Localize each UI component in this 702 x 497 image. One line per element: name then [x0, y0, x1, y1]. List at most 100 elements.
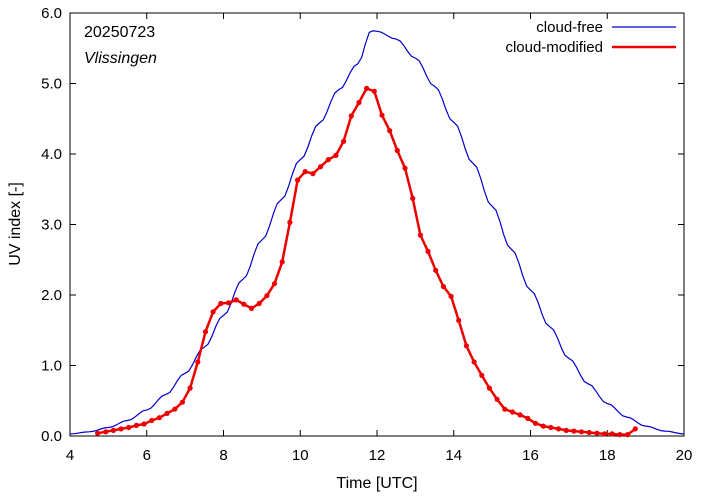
data-point-cloud-modified: [218, 300, 224, 307]
x-tick-label: 18: [599, 447, 616, 464]
data-point-cloud-modified: [532, 420, 539, 426]
data-point-cloud-modified: [625, 432, 631, 438]
x-tick-label: 4: [66, 447, 74, 464]
data-point-cloud-modified: [95, 430, 101, 436]
data-point-cloud-modified: [479, 372, 485, 378]
data-point-cloud-modified: [318, 164, 324, 170]
data-point-cloud-modified: [410, 195, 416, 201]
data-point-cloud-modified: [233, 297, 239, 303]
data-point-cloud-modified: [172, 406, 178, 412]
data-point-cloud-modified: [394, 147, 400, 154]
data-point-cloud-modified: [156, 415, 162, 421]
data-point-cloud-modified: [187, 385, 193, 391]
y-tick-label: 3.0: [41, 217, 62, 234]
data-point-cloud-modified: [356, 99, 362, 106]
data-point-cloud-modified: [486, 385, 492, 391]
legend: cloud-free cloud-modified: [505, 19, 676, 56]
data-point-cloud-modified: [325, 157, 331, 163]
series-line-cloud-modified: [97, 87, 637, 436]
data-point-cloud-modified: [103, 429, 109, 435]
data-point-cloud-modified: [440, 283, 446, 290]
series-layer: [69, 30, 685, 438]
data-point-cloud-modified: [632, 426, 638, 432]
data-point-cloud-modified: [364, 85, 370, 91]
y-tick-label: 4.0: [41, 146, 62, 163]
data-point-cloud-modified: [256, 300, 262, 307]
data-point-cloud-modified: [141, 421, 147, 427]
data-point-cloud-modified: [248, 305, 255, 311]
y-tick-label: 5.0: [41, 76, 62, 93]
data-point-cloud-modified: [225, 300, 232, 306]
data-point-cloud-modified: [179, 399, 185, 405]
data-point-cloud-modified: [379, 112, 385, 118]
data-point-cloud-modified: [195, 359, 201, 365]
series-line-cloud-free: [69, 30, 685, 435]
data-point-cloud-modified: [271, 281, 278, 287]
data-point-cloud-modified: [310, 171, 316, 177]
y-tick-label: 6.0: [41, 5, 62, 22]
data-point-cloud-modified: [463, 343, 469, 349]
data-point-cloud-modified: [502, 406, 508, 412]
plot-frame: [69, 12, 685, 437]
data-point-cloud-modified: [149, 417, 155, 424]
y-tick-label: 1.0: [41, 358, 62, 375]
data-point-cloud-modified: [494, 396, 500, 402]
data-point-cloud-modified: [586, 429, 592, 436]
data-point-cloud-modified: [133, 422, 139, 428]
data-point-cloud-modified: [525, 415, 531, 421]
data-point-cloud-modified: [348, 113, 354, 119]
data-point-cloud-modified: [387, 128, 393, 134]
x-tick-label: 8: [219, 447, 227, 464]
legend-label-cloud-modified: cloud-modified: [505, 39, 603, 56]
data-point-cloud-modified: [548, 424, 554, 431]
axis-ticks: 4 6 8 10 12 14 16 18 20 0.0 1.0 2.0 3.0 4.0 5.0 6.0: [41, 5, 692, 464]
data-point-cloud-modified: [210, 309, 216, 315]
x-tick-label: 16: [522, 447, 539, 464]
data-point-cloud-modified: [571, 428, 577, 434]
data-point-cloud-modified: [540, 423, 546, 429]
annotation-station: Vlissingen: [84, 50, 157, 67]
data-point-cloud-modified: [371, 88, 377, 94]
data-point-cloud-modified: [425, 248, 431, 254]
data-point-cloud-modified: [609, 431, 615, 437]
data-point-cloud-modified: [417, 232, 423, 238]
x-axis-title: Time [UTC]: [336, 475, 417, 492]
data-point-cloud-modified: [578, 429, 585, 435]
data-point-cloud-modified: [126, 424, 132, 431]
annotation-date: 20250723: [84, 24, 155, 41]
data-point-cloud-modified: [333, 152, 339, 158]
data-point-cloud-modified: [602, 431, 608, 437]
data-point-cloud-modified: [555, 426, 562, 432]
data-point-cloud-modified: [241, 301, 247, 307]
data-point-cloud-modified: [202, 329, 209, 335]
x-tick-label: 10: [292, 447, 309, 464]
data-point-cloud-modified: [456, 317, 462, 323]
data-point-cloud-modified: [279, 259, 285, 265]
x-tick-label: 12: [369, 447, 386, 464]
x-tick-label: 20: [676, 447, 693, 464]
y-axis-title: UV index [-]: [7, 182, 24, 266]
data-point-cloud-modified: [617, 432, 623, 438]
data-point-cloud-modified: [594, 430, 600, 436]
data-point-cloud-modified: [433, 267, 439, 273]
x-tick-label: 6: [143, 447, 151, 464]
y-tick-label: 0.0: [41, 428, 62, 445]
data-point-cloud-modified: [264, 293, 270, 299]
data-point-cloud-modified: [509, 409, 516, 415]
data-point-cloud-modified: [287, 219, 293, 225]
data-point-cloud-modified: [164, 410, 170, 416]
data-point-cloud-modified: [448, 293, 454, 299]
legend-label-cloud-free: cloud-free: [536, 19, 603, 36]
data-point-cloud-modified: [110, 427, 116, 433]
data-point-cloud-modified: [118, 426, 124, 432]
data-point-cloud-modified: [563, 427, 569, 433]
y-tick-label: 2.0: [41, 287, 62, 304]
data-point-cloud-modified: [402, 165, 408, 171]
data-point-cloud-modified: [295, 177, 301, 183]
data-point-cloud-modified: [302, 169, 308, 175]
data-point-cloud-modified: [341, 138, 347, 144]
x-tick-label: 14: [445, 447, 462, 464]
data-point-cloud-modified: [471, 359, 477, 365]
data-point-cloud-modified: [517, 412, 523, 418]
